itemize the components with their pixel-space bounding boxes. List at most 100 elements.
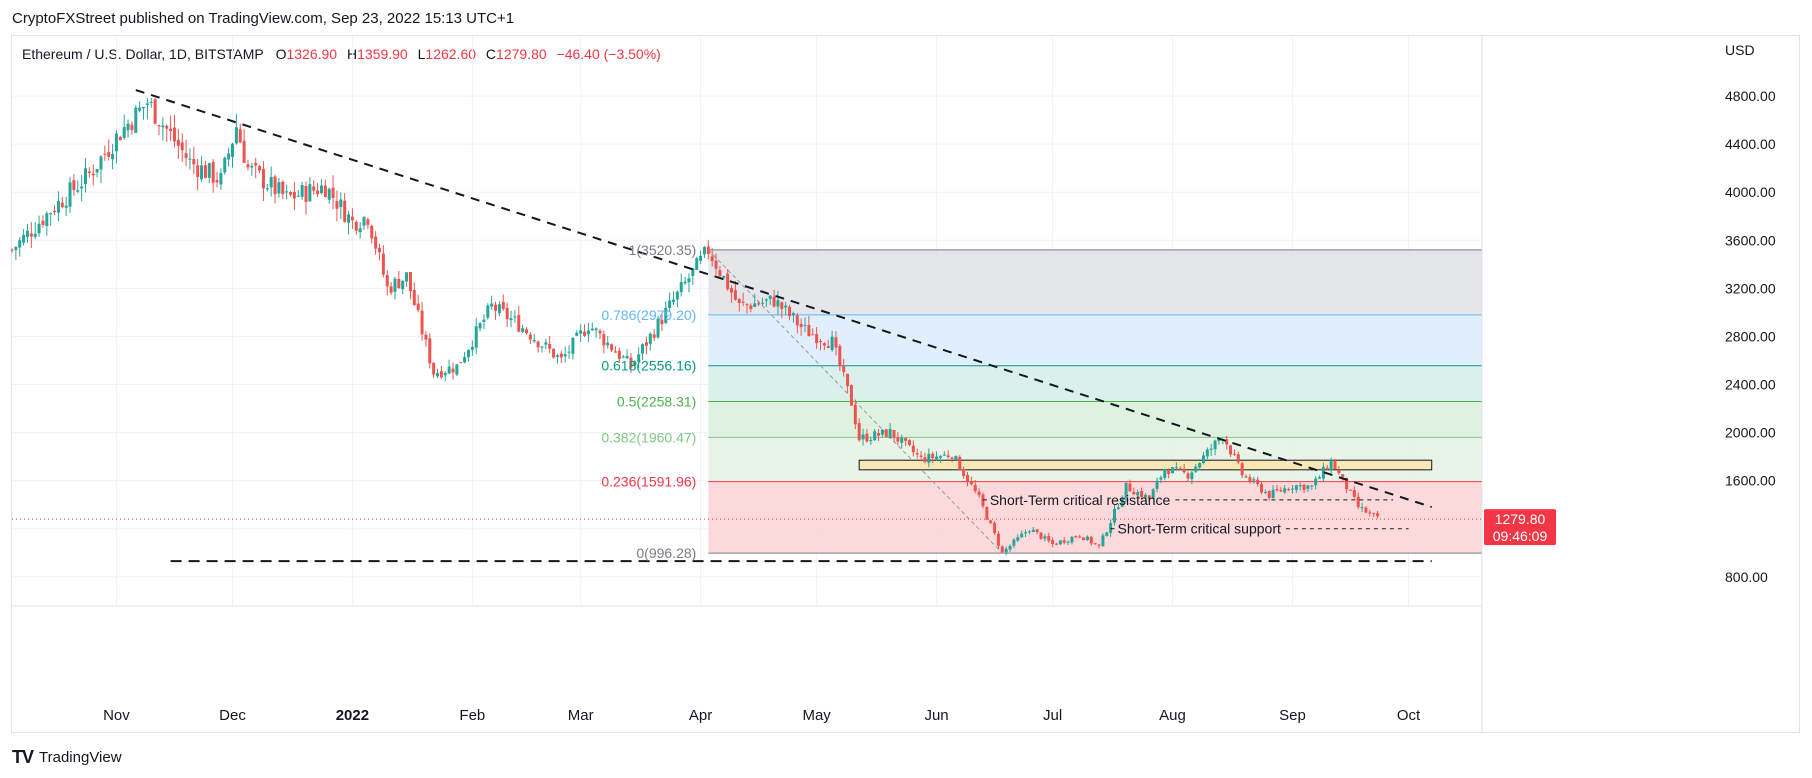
candle-body	[652, 334, 656, 338]
candle-body	[1097, 544, 1101, 546]
candle-body	[424, 334, 428, 340]
candle-body	[53, 210, 57, 213]
candle-body	[1248, 477, 1252, 482]
candle-body	[1201, 455, 1205, 463]
candle-body	[238, 129, 242, 143]
candle-body	[830, 336, 834, 351]
candle-body	[691, 268, 695, 277]
candle-body	[118, 136, 122, 141]
candle-body	[1016, 537, 1020, 541]
footer-brand[interactable]: TV TradingView	[12, 747, 122, 768]
candle-body	[200, 165, 204, 180]
price-tick-label: 4000.00	[1725, 184, 1776, 200]
candle-body	[1337, 470, 1341, 474]
candle-body	[1101, 535, 1105, 547]
candle-body	[273, 176, 277, 195]
candle-body	[954, 456, 958, 460]
change-value: −46.40 (−3.50%)	[556, 46, 661, 62]
candle-body	[911, 445, 915, 453]
candle-body	[788, 306, 792, 317]
candle-body	[869, 440, 873, 442]
candle-body	[22, 234, 26, 243]
candle-body	[586, 330, 590, 335]
candle-body	[1054, 543, 1058, 545]
candle-body	[370, 225, 374, 239]
candle-body	[25, 230, 29, 237]
candle-body	[466, 350, 470, 358]
time-tick-label: Sep	[1279, 707, 1306, 724]
candle-body	[1263, 491, 1267, 493]
candle-body	[1027, 531, 1031, 533]
candle-body	[1113, 508, 1116, 523]
candle-body	[741, 301, 745, 303]
last-price-value: 1279.80	[1495, 511, 1546, 527]
fib-level-label: 0.5(2258.31)	[617, 394, 696, 410]
time-tick-label: Mar	[568, 707, 594, 724]
symbol-name[interactable]: Ethereum / U.S. Dollar, 1D, BITSTAMP	[22, 46, 264, 62]
candle-body	[880, 429, 884, 435]
candle-body	[1194, 466, 1198, 472]
candle-body	[405, 272, 409, 282]
candle-body	[176, 139, 180, 146]
candle-body	[989, 520, 993, 524]
fib-level-label: 0.786(2979.20)	[601, 307, 696, 323]
fib-level-label: 0.618(2556.16)	[601, 358, 696, 374]
candle-body	[733, 290, 737, 300]
candle-body	[660, 319, 664, 325]
candle-body	[285, 191, 289, 193]
candle-body	[1294, 485, 1298, 490]
candle-body	[579, 330, 583, 334]
candle-body	[312, 186, 316, 191]
fib-band	[708, 437, 1482, 482]
candle-body	[726, 273, 730, 290]
candle-body	[1167, 470, 1171, 475]
candle-body	[184, 153, 188, 159]
candle-body	[695, 258, 699, 271]
candle-body	[1225, 439, 1229, 445]
candle-body	[1240, 463, 1244, 476]
candle-body	[637, 354, 641, 362]
candle-body	[1124, 482, 1128, 498]
candle-body	[72, 180, 76, 190]
candle-body	[1078, 536, 1082, 538]
candle-body	[327, 188, 331, 200]
candle-body	[385, 274, 389, 287]
candle-body	[300, 185, 304, 197]
candle-body	[962, 469, 966, 477]
price-tick-label: 4800.00	[1725, 88, 1776, 104]
fib-band	[708, 401, 1482, 438]
candle-body	[41, 220, 45, 225]
candle-body	[923, 457, 927, 462]
candle-body	[215, 180, 219, 183]
candle-body	[234, 127, 238, 144]
candle-body	[1182, 468, 1186, 473]
candle-body	[188, 158, 192, 160]
candle-body	[1109, 523, 1113, 533]
candle-body	[702, 247, 706, 255]
candle-body	[877, 432, 881, 436]
time-tick-label: Oct	[1397, 707, 1421, 724]
candle-body	[1178, 468, 1182, 470]
candle-body	[1082, 537, 1086, 541]
candle-body	[14, 247, 18, 251]
candle-body	[532, 339, 536, 342]
candle-body	[1209, 448, 1213, 450]
candle-body	[996, 533, 1000, 546]
candle-body	[18, 240, 22, 248]
chart-pane[interactable]	[11, 35, 1800, 733]
candle-body	[494, 304, 498, 311]
candle-body	[958, 456, 962, 471]
candle-body	[849, 385, 853, 406]
candle-body	[672, 299, 675, 303]
candle-body	[339, 199, 343, 208]
candle-body	[641, 344, 645, 354]
candle-body	[548, 343, 552, 349]
candle-body	[811, 334, 815, 336]
candle-body	[451, 368, 455, 373]
candle-body	[598, 330, 602, 334]
descending-trendline	[135, 89, 1433, 509]
candle-body	[443, 373, 447, 376]
candle-body	[1140, 490, 1144, 498]
candle-body	[111, 154, 115, 160]
